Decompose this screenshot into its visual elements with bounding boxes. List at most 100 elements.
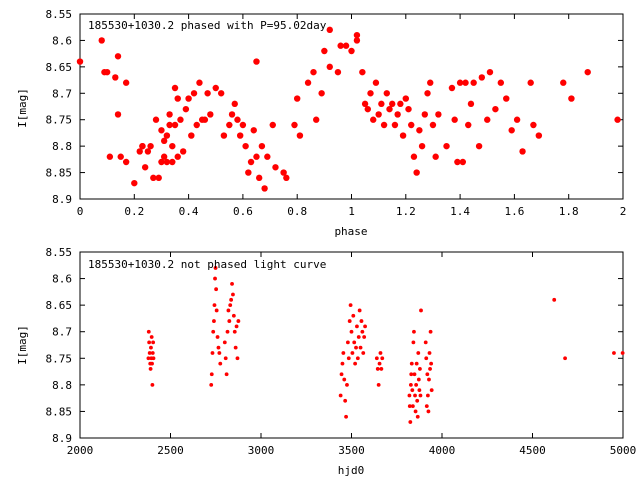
unphased-data-point (147, 351, 152, 355)
phased-data-point (269, 121, 276, 129)
phased-data-point (386, 105, 393, 113)
phased-data-point (456, 79, 464, 86)
phased-data-point (497, 79, 505, 86)
phased-data-point (367, 90, 374, 97)
phased-data-point (584, 68, 591, 76)
phased-data-point (310, 68, 317, 76)
unphased-data-point (356, 335, 361, 339)
phased-data-point (291, 121, 298, 129)
unphased-data-point (209, 372, 214, 377)
unphased-data-point (340, 361, 345, 366)
phased-data-point (171, 121, 179, 129)
unphased-data-point (345, 340, 350, 345)
unphased-data-point (217, 351, 222, 355)
unphased-data-point (416, 377, 421, 382)
phased-data-point (212, 84, 219, 92)
unphased-data-point (429, 361, 434, 366)
phased-data-point (405, 105, 412, 113)
phased-data-point (513, 116, 521, 123)
unphased-data-point (426, 409, 431, 414)
unphased-points (146, 266, 625, 424)
phased-data-point (467, 100, 475, 108)
unphased-data-point (218, 361, 223, 366)
phased-data-point (375, 111, 382, 118)
phased-data-point (435, 111, 442, 118)
unphased-data-point (355, 324, 359, 329)
unphased-data-point (427, 377, 431, 382)
unphased-data-point (378, 351, 383, 355)
unphased-data-point (355, 356, 360, 361)
unphased-data-point (150, 361, 154, 366)
phased-data-point (166, 121, 173, 129)
unphased-data-point (379, 367, 384, 371)
phased-x-tick-label: 0.2 (124, 205, 144, 218)
phased-data-point (451, 116, 458, 123)
phased-data-point (429, 121, 437, 129)
phased-data-point (519, 148, 526, 155)
unphased-data-point (212, 303, 217, 308)
unphased-data-point (353, 361, 358, 366)
phased-data-point (462, 79, 469, 86)
unphased-data-point (146, 356, 151, 361)
unphased-data-point (236, 319, 241, 323)
phased-data-point (155, 174, 162, 182)
phased-data-point (169, 142, 176, 150)
unphased-y-tick-label: 8.8 (52, 379, 72, 392)
phased-x-tick-label: 0.6 (233, 205, 253, 218)
unphased-data-point (427, 351, 432, 355)
unphased-data-point (414, 361, 419, 366)
phased-data-point (136, 148, 143, 155)
unphased-y-tick-label: 8.55 (46, 246, 73, 259)
unphased-x-ticks: 2000 2500 3000 3500 4000 4500 5000 (67, 252, 636, 457)
unphased-data-point (415, 414, 420, 419)
phased-data-point (530, 121, 537, 129)
phased-data-point (321, 47, 328, 55)
unphased-data-point (413, 409, 418, 414)
phased-y-tick-label: 8.55 (46, 8, 73, 21)
phased-x-tick-label: 1.6 (504, 205, 524, 218)
phased-y-tick-label: 8.7 (52, 87, 72, 100)
unphased-data-point (376, 382, 381, 387)
unphased-y-tick-label: 8.75 (46, 352, 73, 365)
phased-data-point (185, 95, 192, 102)
unphased-data-point (374, 356, 379, 361)
unphased-data-point (424, 356, 429, 361)
unphased-data-point (211, 329, 216, 334)
unphased-data-point (341, 351, 346, 355)
phased-data-point (264, 153, 271, 160)
phased-data-point (247, 158, 255, 166)
unphased-data-point (352, 340, 357, 345)
phased-data-point (486, 68, 494, 76)
phased-data-point (272, 164, 279, 171)
unphased-data-point (232, 329, 237, 334)
unphased-chart: 2000 2500 3000 3500 4000 4500 5000 8.55 8.6 8.65… (16, 246, 636, 477)
unphased-data-point (213, 266, 218, 270)
phased-data-point (174, 95, 181, 102)
phased-data-point (76, 58, 84, 65)
unphased-data-point (215, 335, 220, 339)
unphased-data-point (212, 319, 216, 323)
unphased-data-point (414, 382, 419, 387)
unphased-data-point (357, 308, 362, 313)
phased-data-point (196, 79, 203, 86)
phased-data-point (296, 132, 304, 139)
phased-data-point (391, 121, 399, 129)
phased-data-point (131, 179, 138, 187)
unphased-data-point (409, 361, 414, 366)
unphased-data-point (428, 329, 433, 334)
phased-data-point (283, 174, 290, 182)
unphased-y-tick-label: 8.7 (52, 326, 72, 339)
phased-data-point (470, 79, 477, 86)
unphased-data-point (377, 361, 382, 366)
phased-data-point (166, 111, 173, 118)
unphased-data-point (233, 345, 238, 350)
phased-data-point (169, 158, 176, 166)
phased-data-point (163, 132, 171, 139)
unphased-x-tick-label: 4500 (519, 444, 546, 457)
phased-data-point (139, 142, 146, 150)
unphased-data-point (412, 372, 417, 377)
unphased-data-point (410, 404, 415, 409)
phased-data-point (383, 90, 390, 97)
phased-data-point (217, 90, 225, 97)
phased-data-point (147, 142, 154, 150)
